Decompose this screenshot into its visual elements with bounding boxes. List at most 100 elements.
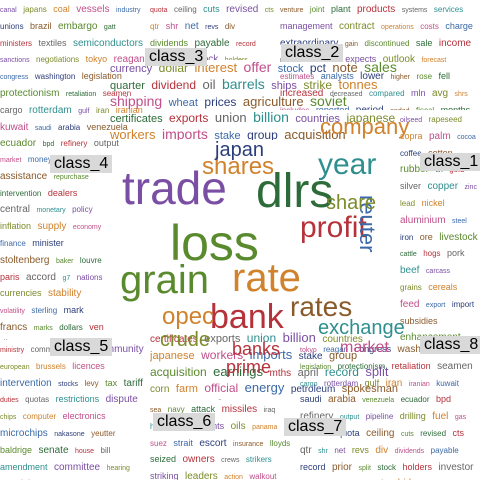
word: qtr [300,444,312,456]
word: energy [244,380,285,396]
word: electronics [62,411,106,422]
word: yeutter [91,428,116,438]
word: intervention [0,188,42,198]
word: money [27,155,52,164]
word: baker [55,257,74,265]
word: lower [360,71,385,83]
word: prior [331,461,352,473]
word: farm [175,383,198,396]
word: brazil [30,20,52,31]
word: billion [253,109,289,126]
word: split [365,363,389,379]
word-exchange: exchange [318,317,405,339]
word: unions [0,21,24,31]
word: decreased [329,90,363,98]
word: workers [201,347,244,362]
word: ceiling [366,427,395,439]
word: minister [32,237,64,248]
word: iraq [263,407,276,414]
word: volatility [0,308,25,316]
word: spokesman [341,383,398,396]
word: leaders [184,471,218,480]
word: venezuela [86,121,128,132]
word: senate [38,444,69,456]
word: finance [0,238,26,248]
word: gulf [78,107,90,115]
word: iran [385,377,403,389]
word: sea [150,407,162,414]
word: bill [100,445,111,455]
word: silver [400,181,422,192]
word: gas [454,414,467,422]
word: central [0,204,31,216]
word: aluminium [400,214,446,226]
word: note [332,60,358,75]
word: earnings [213,363,264,379]
word: countries [295,113,341,126]
word-trade: trade [122,162,227,214]
word: quarter [110,79,145,92]
word: corn [150,384,170,396]
word: ministry [0,347,25,354]
word: policy [72,205,93,215]
word: stocks [58,380,78,388]
word: includes [280,106,309,110]
word: intervention [0,377,52,389]
word: quotas [25,395,50,405]
word: tax [105,377,118,388]
class-label-7: class_7 [284,418,347,436]
word: stock [377,462,397,472]
word: products [356,4,396,15]
word: net [184,20,199,32]
word: reagan [323,345,349,354]
word: quota [150,7,168,14]
word: rubber [400,164,429,176]
word: nakasone [54,430,85,438]
word: seamen [102,88,132,98]
word: palm [428,130,451,142]
word: investor [438,461,474,473]
word: industry [116,7,141,14]
word: dividends [394,447,425,455]
word: shipping [110,92,163,109]
word-company: company [320,114,410,139]
word-region-lower-medium: certificates exports union billion count… [150,330,400,400]
word: stock [277,63,304,75]
word: cuts [400,430,414,438]
word: exports [169,111,209,126]
word: assistance [0,170,48,182]
word: expects [345,54,377,65]
word: legislation [300,363,332,371]
word: tokyo [85,54,108,65]
word: record [300,461,326,472]
word: contract [339,20,375,32]
word: owners [182,454,215,466]
word: ceiling [173,5,197,14]
word: revs [351,444,369,455]
word: sale [415,37,433,48]
word: department [150,398,211,400]
word: sanctions [0,57,30,65]
word: grains [400,282,422,292]
word: group [329,349,358,362]
word: semiconductors [72,37,143,49]
word: income [438,37,472,49]
word: tonnes [338,76,378,92]
word: economy [72,224,102,232]
word: analysts [320,71,354,82]
word: panama [252,423,278,431]
word: kuwait [436,378,459,388]
word-japan: japan [215,139,264,161]
word: net [334,445,346,455]
word: oilseed [400,117,423,124]
word: monetary [36,207,66,215]
word: missiles [221,404,258,415]
word: repurchase [53,173,89,181]
class-label-4: class_4 [50,155,113,173]
word: certificates [110,113,163,126]
word: japanese [150,349,195,362]
word: strikers [245,455,272,465]
word: shr [318,447,328,455]
word: stake [214,130,241,140]
